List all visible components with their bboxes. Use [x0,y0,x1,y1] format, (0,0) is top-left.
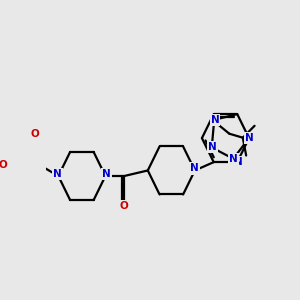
Text: N: N [190,164,199,173]
Text: O: O [0,160,7,170]
Text: N: N [208,142,217,152]
Text: N: N [245,133,254,143]
Text: N: N [102,169,111,179]
Text: N: N [229,154,238,164]
Text: O: O [120,201,129,211]
Text: N: N [211,115,219,125]
Text: N: N [53,169,62,179]
Text: O: O [30,129,39,139]
Text: N: N [234,157,242,167]
